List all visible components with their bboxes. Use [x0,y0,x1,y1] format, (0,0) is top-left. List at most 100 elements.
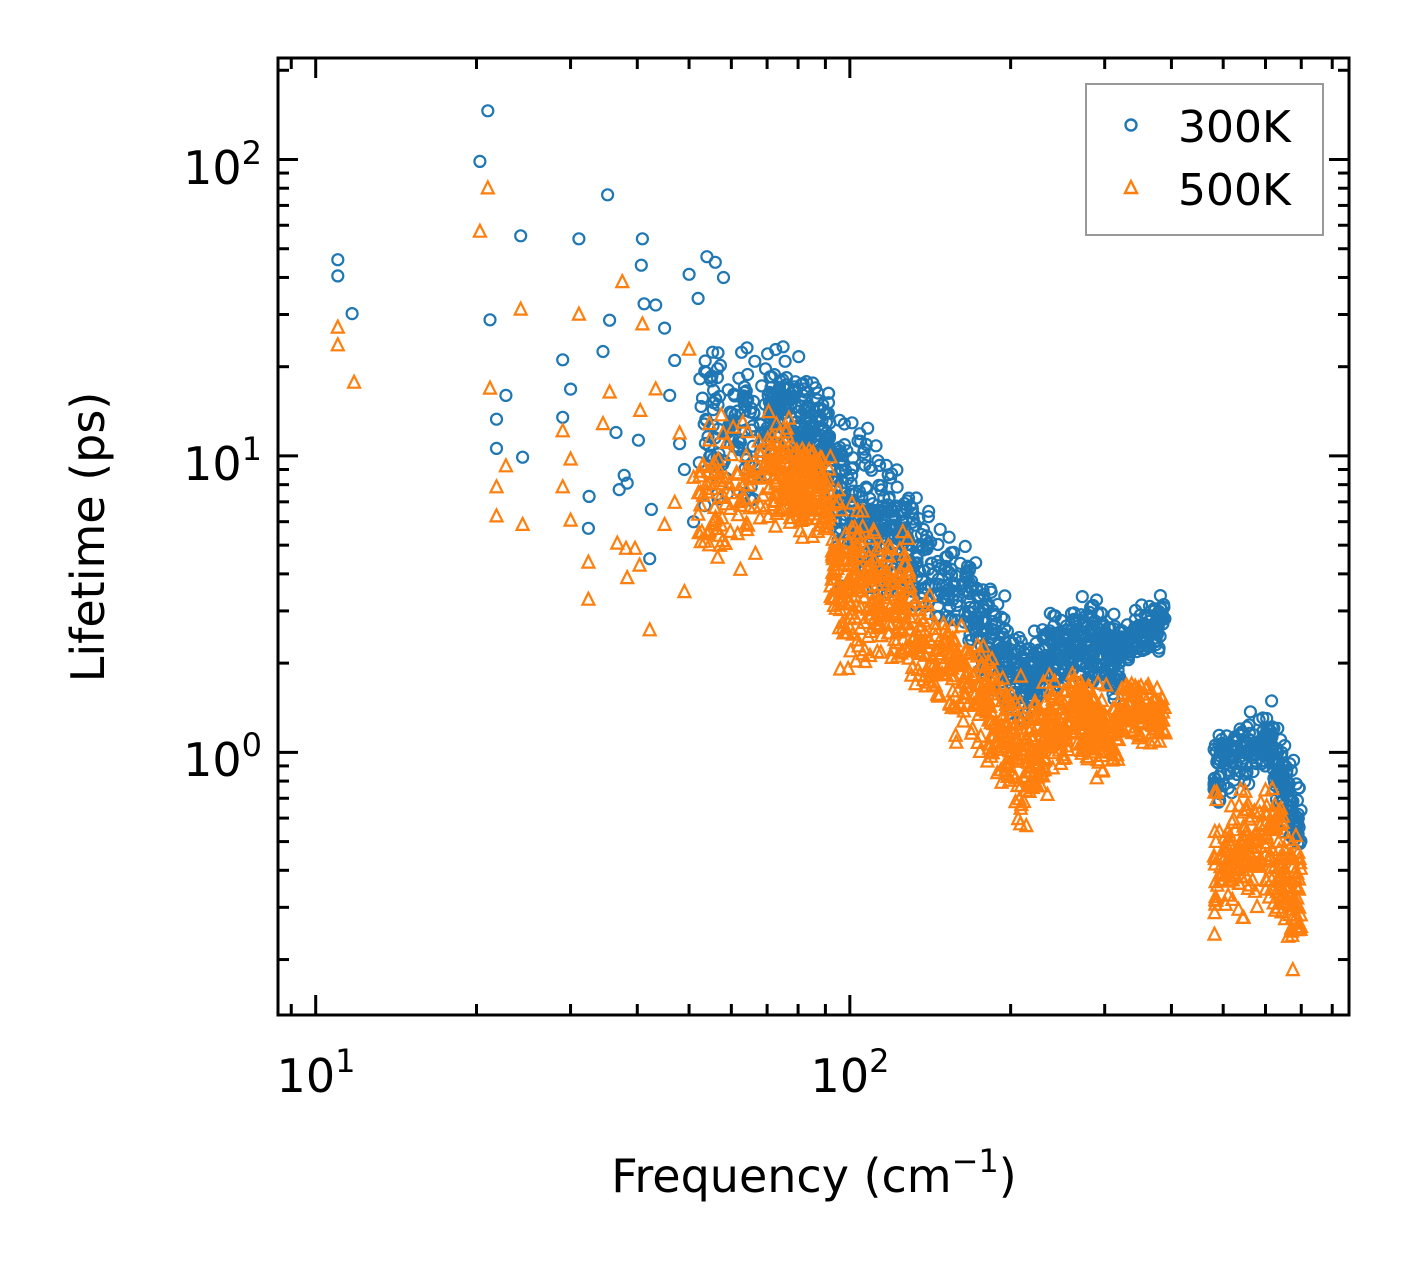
point-500k [1055,682,1072,699]
point-500k [694,522,710,538]
point-300k [1210,756,1225,770]
point-500k [709,548,726,564]
point-500k [911,616,928,632]
point-300k [830,442,844,456]
point-500k [1003,684,1020,701]
point-500k [898,554,914,570]
point-500k [1208,790,1225,807]
point-500k [1007,792,1024,809]
point-500k [1090,750,1106,767]
point-300k [808,381,823,395]
point-500k [975,637,992,653]
point-500k [701,535,718,552]
point-500k [714,531,731,548]
point-500k [692,495,709,512]
point-300k [873,506,888,520]
point-500k [571,305,587,321]
point-500k [840,659,856,676]
point-300k [481,104,495,118]
point-500k [924,647,941,663]
point-300k [1043,624,1057,638]
point-500k [1207,822,1223,839]
point-500k [832,539,848,555]
point-500k [858,541,874,557]
x-tick-label-10: 101 [277,1042,356,1103]
point-300k [514,229,528,243]
point-500k [704,514,721,531]
point-500k [835,618,851,634]
point-500k [827,494,844,511]
point-500k [1035,673,1052,689]
point-300k [1284,763,1298,778]
point-300k [930,554,945,569]
point-300k [668,353,682,367]
point-500k [768,414,785,431]
point-500k [844,542,861,558]
point-300k [1069,619,1083,634]
point-500k [965,667,982,684]
point-300k [609,425,623,440]
point-500k [942,642,959,659]
point-500k [1274,878,1290,895]
point-500k [1134,712,1150,729]
point-500k [818,503,834,519]
point-500k [1012,814,1029,831]
point-500k [1042,703,1059,720]
point-500k [701,431,718,447]
point-300k [705,345,720,359]
point-500k [1288,877,1304,894]
plot-frame [276,56,1351,1017]
point-300k [1035,623,1050,637]
point-500k [1266,880,1282,896]
point-500k [725,418,741,434]
point-500k [879,545,895,562]
point-500k [1037,749,1054,766]
point-300k [1153,588,1168,603]
point-500k [627,539,643,555]
point-500k [1009,752,1026,768]
point-300k [740,367,755,382]
point-500k [1010,731,1027,747]
point-300k [596,344,610,359]
point-500k [870,556,887,572]
point-500k [796,445,813,461]
point-300k [1057,662,1072,676]
point-500k [1021,763,1037,779]
point-300k [556,410,570,424]
point-500k [883,615,900,632]
point-500k [1227,820,1244,837]
point-300k [331,253,345,267]
point-300k [866,497,880,511]
point-500k [858,564,874,581]
point-500k [1224,890,1241,906]
point-300k [778,403,792,417]
point-500k [671,424,688,440]
point-500k [994,678,1010,695]
point-300k [859,437,873,452]
point-500k [1239,795,1256,811]
point-500k [1039,785,1056,801]
point-500k [980,653,997,670]
point-500k [1058,719,1074,735]
point-300k [890,480,904,494]
point-500k [939,623,956,640]
point-500k [781,454,797,470]
point-300k [804,419,819,434]
point-500k [886,581,903,598]
point-300k [617,468,631,482]
point-300k [924,556,938,570]
point-300k [867,503,881,517]
point-500k [733,491,750,507]
point-300k [748,354,762,368]
point-500k [752,508,768,525]
point-300k [776,340,790,354]
point-500k [482,379,498,395]
point-500k [865,591,882,608]
point-300k [1212,728,1226,742]
point-500k [694,457,711,473]
point-500k [706,453,723,469]
point-500k [941,695,958,711]
point-300k [797,393,812,407]
point-300k [1223,758,1237,772]
